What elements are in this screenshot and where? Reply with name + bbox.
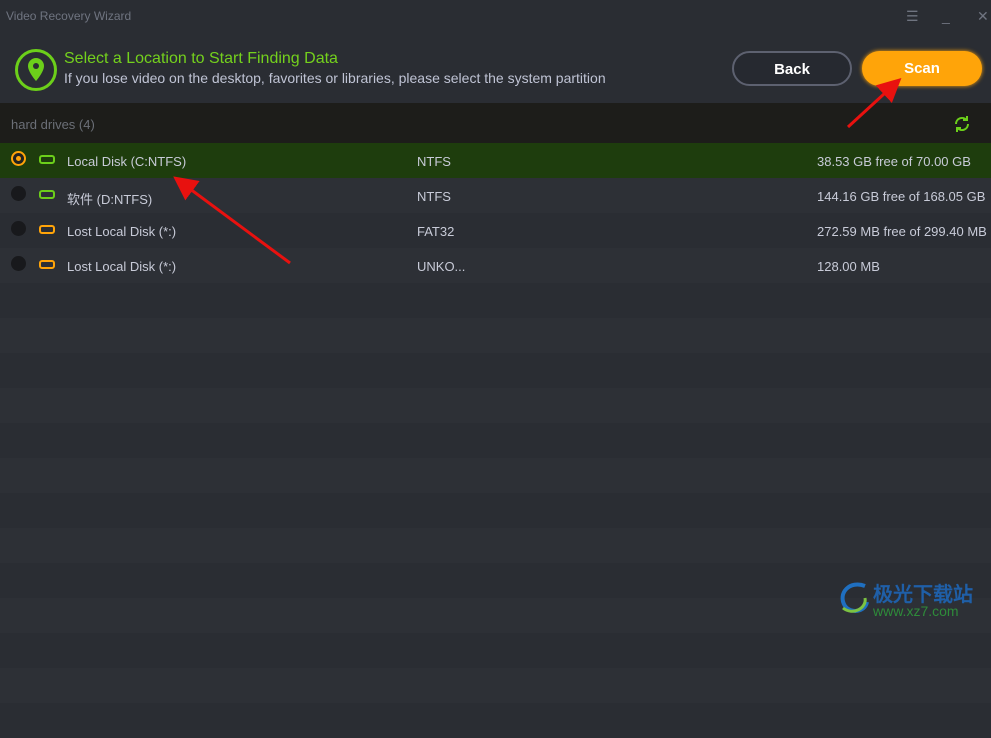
lost-drive-icon (39, 225, 55, 234)
drive-name: Local Disk (C:NTFS) (67, 154, 187, 169)
empty-row (0, 318, 991, 353)
system-drive-icon (39, 155, 55, 164)
empty-row (0, 563, 991, 598)
watermark-logo-icon (840, 582, 869, 613)
header: Select a Location to Start Finding Data … (0, 40, 991, 103)
drive-size: 144.16 GB free of 168.05 GB (817, 189, 986, 204)
refresh-icon[interactable] (953, 115, 971, 133)
drive-fs: NTFS (417, 154, 451, 169)
empty-row (0, 423, 991, 458)
title-bar: Video Recovery Wizard ☰ _ ✕ (0, 0, 991, 36)
drive-name: Lost Local Disk (*:) (67, 224, 177, 239)
drive-row[interactable]: Lost Local Disk (*:) UNKO... 128.00 MB (0, 248, 991, 283)
drive-row[interactable]: Lost Local Disk (*:) FAT32 272.59 MB fre… (0, 213, 991, 248)
group-header: hard drives (4) (0, 103, 991, 143)
location-pin-icon (15, 49, 57, 91)
drive-size: 272.59 MB free of 299.40 MB (817, 224, 987, 239)
arrow-to-c-drive (173, 176, 291, 265)
empty-row (0, 353, 991, 388)
empty-row (0, 633, 991, 668)
arrow-to-scan (846, 77, 902, 129)
empty-row (0, 493, 991, 528)
window-title: Video Recovery Wizard (6, 9, 132, 23)
annotation-arrows (173, 77, 902, 265)
empty-row (0, 528, 991, 563)
drive-size: 128.00 MB (817, 259, 880, 274)
drive-row[interactable]: Local Disk (C:NTFS) NTFS 38.53 GB free o… (0, 143, 991, 178)
back-button[interactable]: Back (732, 51, 852, 86)
drive-fs: NTFS (417, 189, 451, 204)
drive-row[interactable]: 软件 (D:NTFS) NTFS 144.16 GB free of 168.0… (0, 178, 991, 213)
drive-fs: UNKO... (417, 259, 466, 274)
drive-icon (39, 190, 55, 199)
drive-size: 38.53 GB free of 70.00 GB (817, 154, 971, 169)
menu-icon[interactable]: ☰ (906, 8, 919, 24)
drive-fs: FAT32 (417, 224, 455, 239)
watermark: 极光下载站 www.xz7.com (835, 578, 973, 623)
close-icon[interactable]: ✕ (977, 8, 989, 24)
radio[interactable] (11, 186, 26, 201)
watermark-url: www.xz7.com (873, 603, 959, 619)
page-subtitle: If you lose video on the desktop, favori… (64, 70, 606, 86)
minimize-icon[interactable]: _ (942, 8, 950, 24)
page-title: Select a Location to Start Finding Data (64, 50, 338, 67)
drive-name: Lost Local Disk (*:) (67, 259, 177, 274)
radio-selected[interactable] (11, 151, 26, 166)
radio[interactable] (11, 256, 26, 271)
watermark-title: 极光下载站 (873, 584, 973, 606)
drive-name: 软件 (D:NTFS) (67, 192, 153, 207)
empty-row (0, 598, 991, 633)
empty-row (0, 668, 991, 703)
lost-drive-icon (39, 260, 55, 269)
empty-row (0, 388, 991, 423)
radio[interactable] (11, 221, 26, 236)
empty-row (0, 703, 991, 738)
empty-row (0, 283, 991, 318)
empty-row (0, 458, 991, 493)
group-label: hard drives (4) (11, 117, 95, 132)
